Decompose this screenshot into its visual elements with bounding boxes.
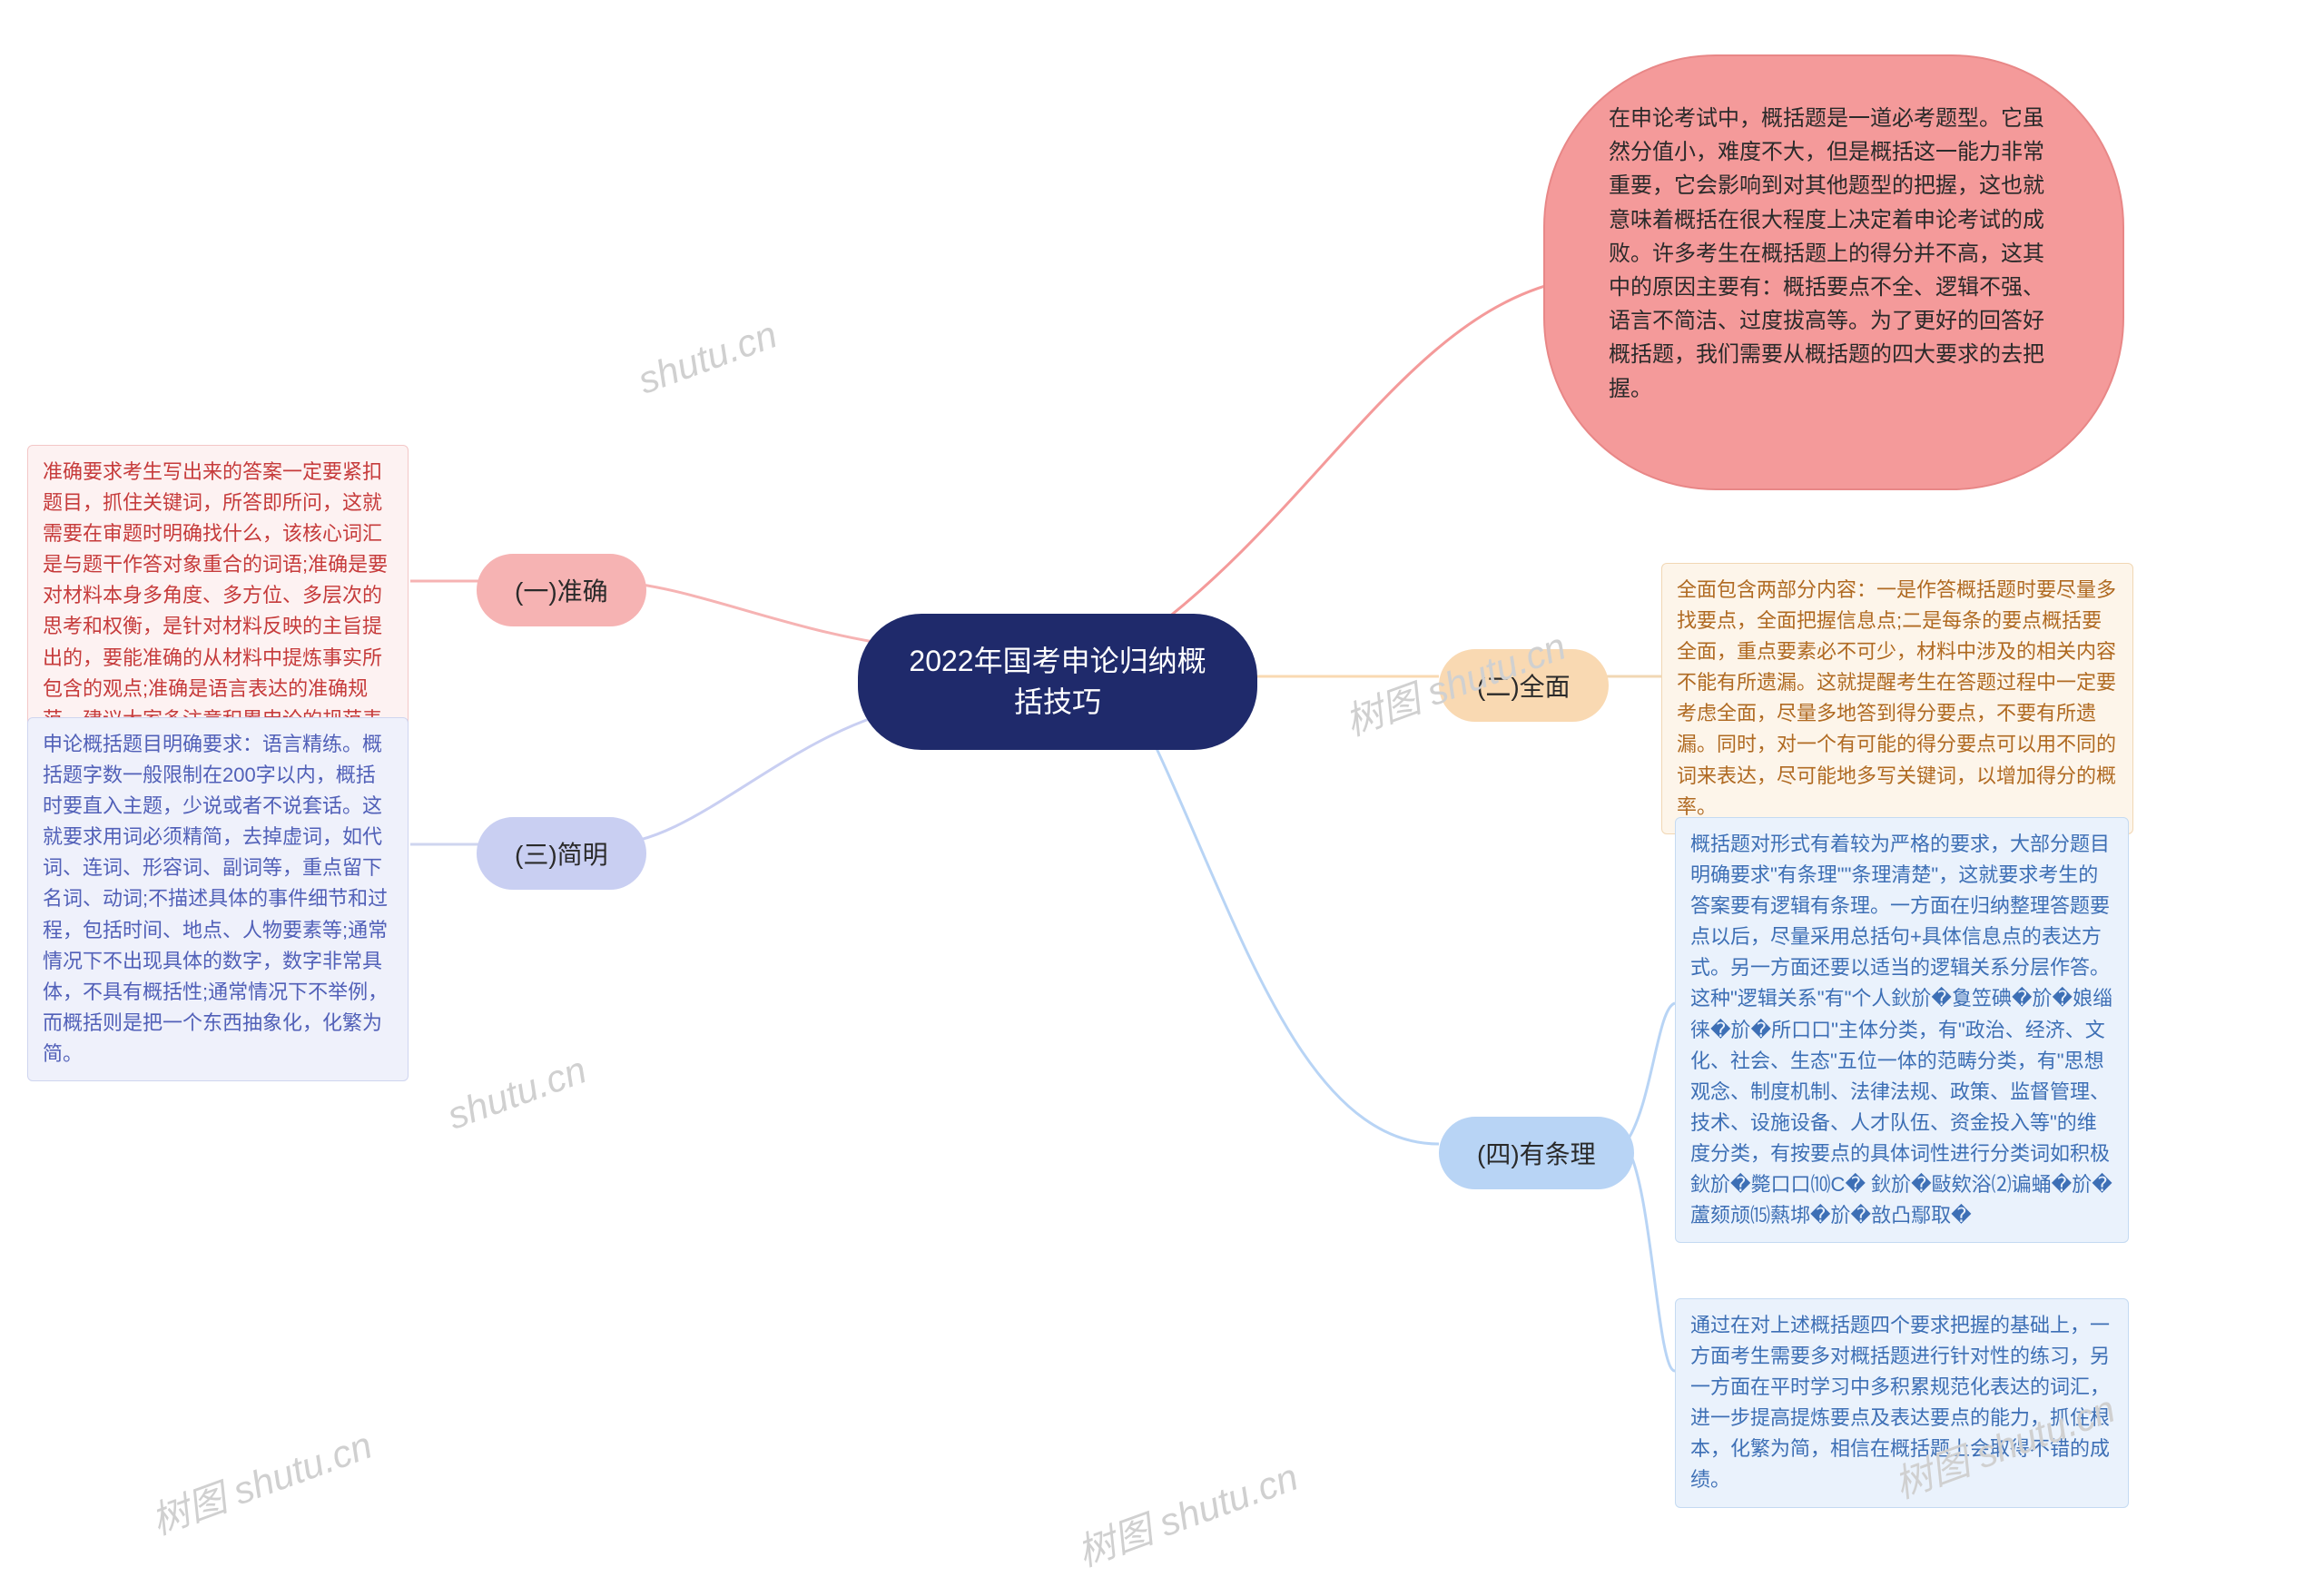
edge-b4-d4a [1625, 1003, 1675, 1144]
detail-4a: 概括题对形式有着较为严格的要求，大部分题目明确要求"有条理""条理清楚"，这就要… [1675, 817, 2129, 1243]
branch-3: (三)简明 [477, 817, 646, 890]
detail-4b: 通过在对上述概括题四个要求把握的基础上，一方面考生需要多对概括题进行针对性的练习… [1675, 1298, 2129, 1508]
detail-2: 全面包含两部分内容：一是作答概括题时要尽量多找要点，全面把握信息点;二是每条的要… [1661, 563, 2133, 834]
watermark: shutu.cn [442, 1048, 593, 1138]
watermark: shutu.cn [633, 312, 783, 402]
branch-1: (一)准确 [477, 554, 646, 626]
watermark: 树图 shutu.cn [1068, 1446, 1305, 1577]
center-node: 2022年国考申论归纳概括技巧 [858, 614, 1257, 750]
branch-4: (四)有条理 [1439, 1117, 1634, 1189]
edge-center-intro [1148, 281, 1561, 633]
intro-bubble: 在申论考试中，概括题是一道必考题型。它虽然分值小，难度不大，但是概括这一能力非常… [1543, 54, 2124, 490]
detail-3: 申论概括题目明确要求：语言精练。概括题字数一般限制在200字以内，概括时要直入主… [27, 717, 409, 1081]
edge-center-b4 [1144, 722, 1439, 1144]
watermark: 树图 shutu.cn [143, 1414, 379, 1545]
edge-b4-d4b [1625, 1144, 1675, 1371]
branch-2: (二)全面 [1439, 649, 1609, 722]
